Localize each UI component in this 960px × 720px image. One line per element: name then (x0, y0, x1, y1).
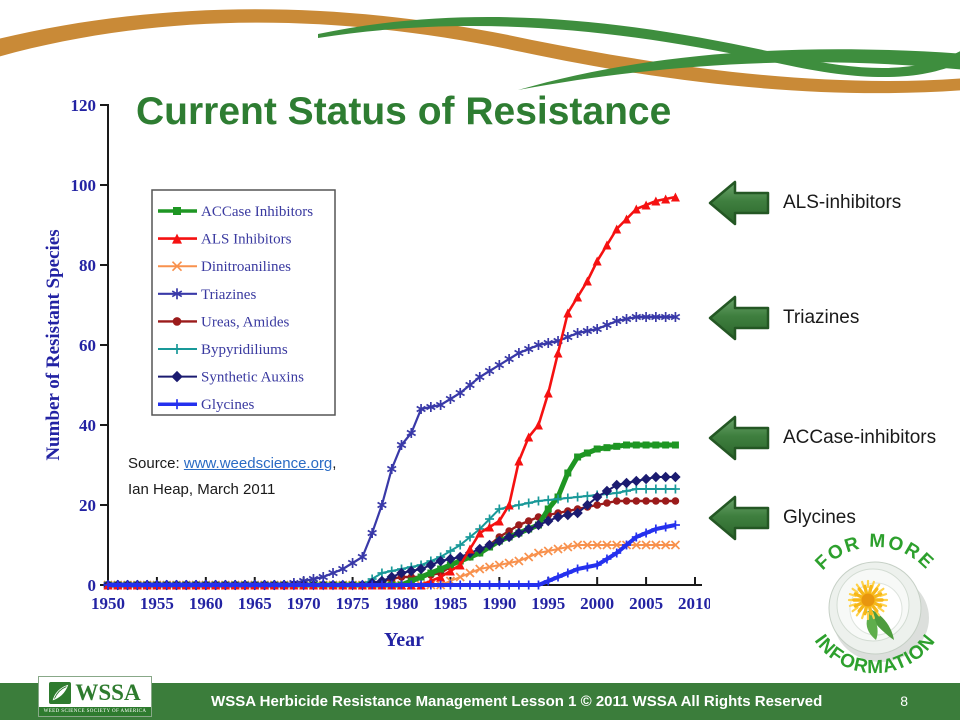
legend-label-dinitroanilines: Dinitroanilines (201, 259, 291, 275)
svg-text:40: 40 (79, 416, 96, 435)
source-line2: Ian Heap, March 2011 (128, 481, 276, 498)
svg-text:120: 120 (71, 96, 97, 115)
svg-text:1950: 1950 (91, 594, 125, 613)
y-axis-ticks: 0 20 40 60 80 100 120 (71, 96, 108, 595)
svg-text:1955: 1955 (140, 594, 174, 613)
footer-caption: WSSA Herbicide Resistance Management Les… (211, 693, 823, 710)
wssa-logo-text: WSSA (75, 680, 141, 705)
source-citation: Source: www.weedscience.org, Ian Heap, M… (128, 451, 368, 503)
callout-label: ALS-inhibitors (783, 192, 902, 213)
swoosh-orange (0, 9, 960, 94)
legend-label-ureas-amides: Ureas, Amides (201, 314, 289, 330)
page-title: Current Status of Resistance (136, 90, 672, 133)
source-prefix: Source: (128, 455, 184, 472)
chart-area: 0 20 40 60 80 100 120 1950 1955 1960 1965 1970 1975 1… (40, 95, 712, 665)
svg-text:1975: 1975 (336, 594, 370, 613)
svg-text:1980: 1980 (385, 594, 419, 613)
svg-text:1970: 1970 (287, 594, 321, 613)
series-glycines (103, 520, 680, 590)
svg-text:1995: 1995 (531, 594, 565, 613)
source-line1: Source: www.weedscience.org, (128, 451, 368, 477)
x-axis-ticks: 1950 1955 1960 1965 1970 1975 1980 1985 1990 1995… (91, 577, 712, 613)
legend-label-triazines: Triazines (201, 287, 256, 303)
left-arrow-icon (708, 415, 770, 461)
wssa-logo: WSSA WEED SCIENCE SOCIETY OF AMERICA (38, 676, 152, 717)
legend-label-accase-inhibitors: ACCase Inhibitors (201, 204, 313, 220)
svg-text:2010: 2010 (678, 594, 710, 613)
callout-label: ACCase-inhibitors (783, 427, 937, 448)
left-arrow-icon (708, 295, 770, 341)
left-arrow-icon (708, 495, 770, 541)
svg-text:2000: 2000 (580, 594, 614, 613)
svg-text:1965: 1965 (238, 594, 272, 613)
svg-text:0: 0 (88, 576, 97, 595)
svg-text:100: 100 (71, 176, 97, 195)
page-number: 8 (900, 693, 908, 709)
callout-label: Triazines (783, 307, 860, 328)
svg-text:2005: 2005 (629, 594, 663, 613)
dandelion-flower-icon (847, 579, 894, 640)
top-swoosh-decoration (0, 9, 960, 94)
source-link[interactable]: www.weedscience.org (183, 455, 333, 472)
footer-bar: WSSA Herbicide Resistance Management Les… (0, 683, 960, 720)
svg-text:80: 80 (79, 256, 96, 275)
swoosh-green-blade (518, 49, 960, 90)
left-arrow-icon (708, 180, 770, 226)
legend-label-synthetic-auxins: Synthetic Auxins (201, 370, 304, 386)
callout-als-inhibitors: ALS-inhibitors (708, 180, 901, 226)
callout-glycines: Glycines (708, 495, 856, 541)
legend-label-bypyridiliums: Bypyridiliums (201, 342, 288, 358)
chart-legend: ACCase Inhibitors ALS Inhibitors Dinitroan… (151, 189, 336, 416)
wssa-logo-subtitle: WEED SCIENCE SOCIETY OF AMERICA (39, 707, 151, 716)
source-suffix: , (332, 455, 337, 472)
x-axis-label: Year (384, 629, 424, 651)
y-axis-label: Number of Resistant Species (43, 229, 64, 460)
svg-text:1990: 1990 (482, 594, 516, 613)
callout-accase-inhibitors: ACCase-inhibitors (708, 415, 936, 461)
svg-text:20: 20 (79, 496, 96, 515)
svg-text:1960: 1960 (189, 594, 223, 613)
svg-text:1985: 1985 (433, 594, 467, 613)
svg-text:60: 60 (79, 336, 96, 355)
wssa-logo-row: WSSA (39, 677, 151, 707)
legend-label-als-inhibitors: ALS Inhibitors (201, 232, 292, 248)
for-more-information-badge[interactable]: FOR MORE INFORMATION (790, 524, 960, 689)
wssa-leaf-icon (49, 681, 72, 704)
callout-label: Glycines (783, 507, 856, 528)
callout-triazines: Triazines (708, 295, 859, 341)
legend-label-glycines: Glycines (201, 397, 254, 413)
